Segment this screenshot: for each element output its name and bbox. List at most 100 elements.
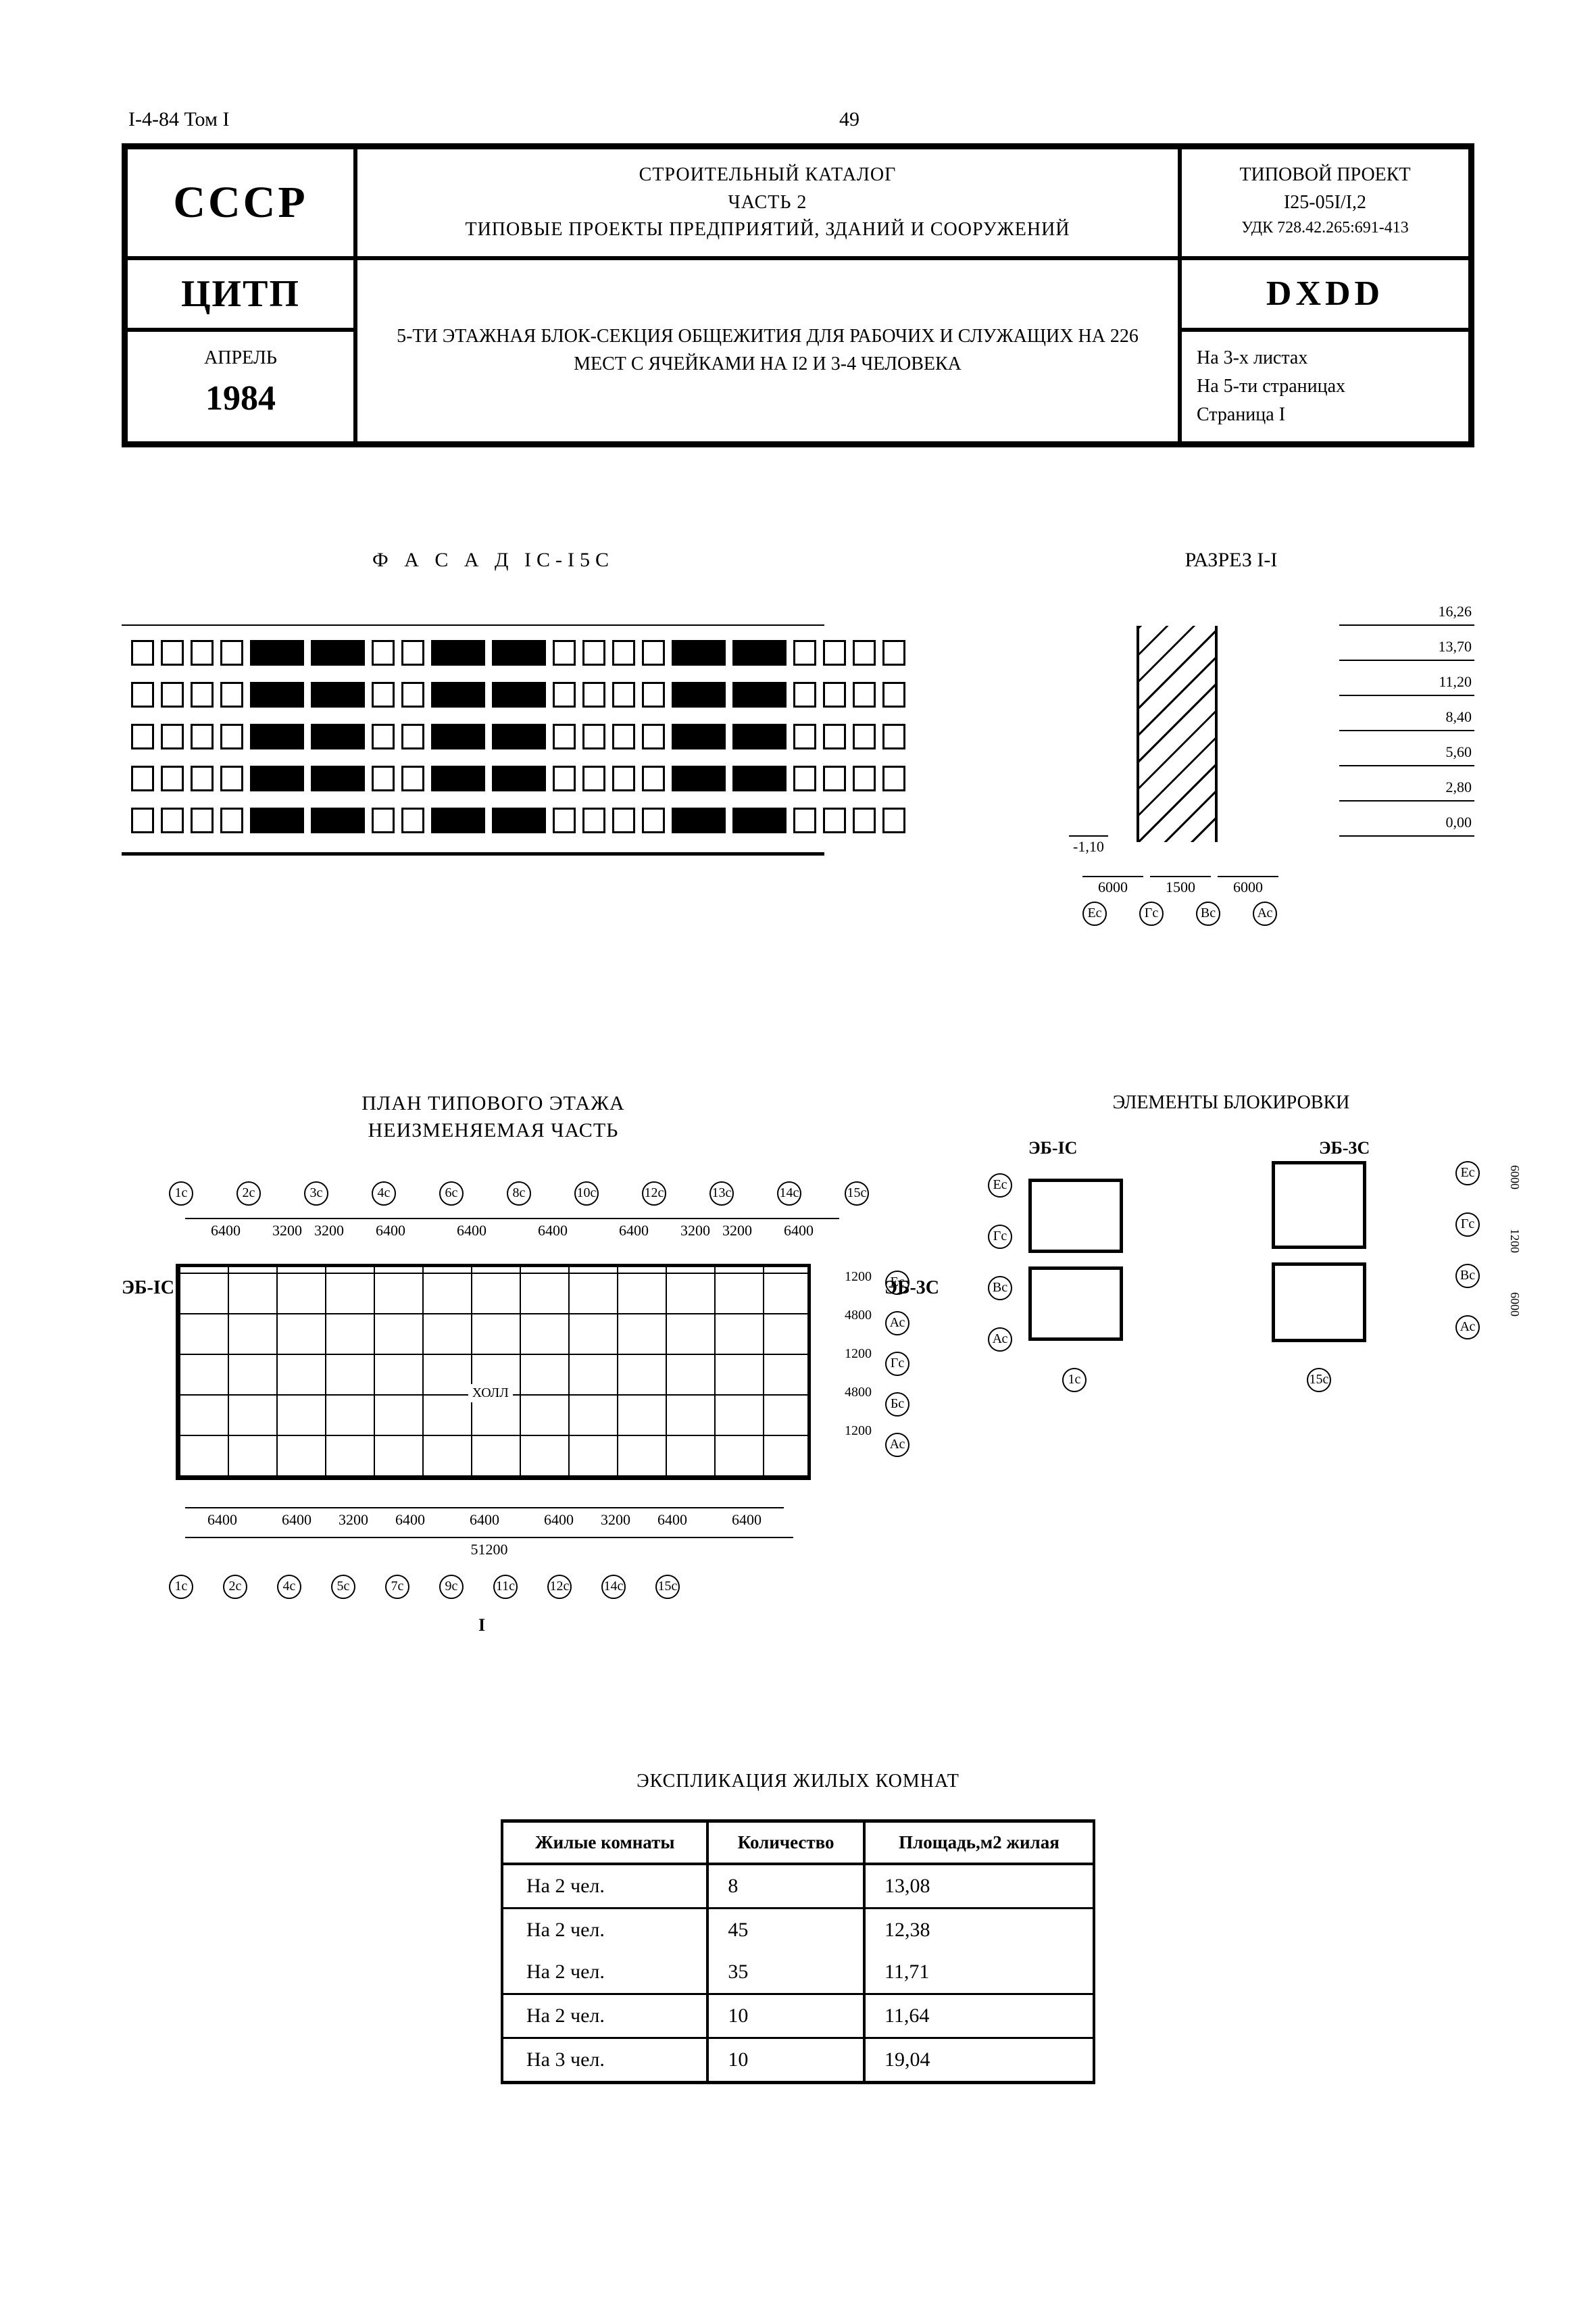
catalog-line2: ЧАСТЬ 2 xyxy=(372,189,1163,217)
section-title: РАЗРЕЗ I-I xyxy=(988,549,1474,572)
table-cell: 35 xyxy=(707,1951,864,1994)
section-dim: 1500 xyxy=(1150,876,1211,896)
facade-window-icon xyxy=(191,766,214,791)
facade-elevation xyxy=(122,599,824,856)
facade-window-icon xyxy=(191,640,214,666)
be-shape xyxy=(1272,1161,1366,1249)
drawings-row: Ф А С А Д IС-I5С РАЗРЕЗ I-I 16,2613,7011… xyxy=(122,549,1474,896)
table-cell: На 3 чел. xyxy=(502,2038,707,2082)
axis-marker: Ас xyxy=(885,1433,909,1457)
year: 1984 xyxy=(143,372,339,425)
plan-right-dims: 12004800120048001200 xyxy=(845,1269,872,1439)
facade-window-icon xyxy=(612,808,635,833)
facade-window-icon xyxy=(793,766,816,791)
cell-pages: На 3-х листах На 5-ти страницах Страница… xyxy=(1180,330,1470,443)
axis-marker: Гс xyxy=(988,1225,1012,1249)
facade-window-icon xyxy=(732,640,787,666)
table-cell: 11,71 xyxy=(864,1951,1094,1994)
plan-right-dim: 1200 xyxy=(845,1423,872,1439)
plan-dim: 3200 xyxy=(308,1218,350,1239)
section-bottom-dims: 600015006000 xyxy=(1082,876,1278,896)
blocking-left-label: ЭБ-IС xyxy=(1028,1138,1077,1158)
table-row: На 2 чел.813,08 xyxy=(502,1864,1094,1909)
project-line2: I25-05I/I,2 xyxy=(1197,189,1453,217)
cell-project: ТИПОВОЙ ПРОЕКТ I25-05I/I,2 УДК 728.42.26… xyxy=(1180,147,1470,258)
facade-window-icon xyxy=(492,724,546,749)
blocking-right-haxis: 15с xyxy=(1307,1368,1331,1392)
facade-window-icon xyxy=(131,808,154,833)
axis-marker: Ас xyxy=(1455,1315,1480,1339)
blocking-column: ЭЛЕМЕНТЫ БЛОКИРОВКИ ЭБ-IС ЭБ-3С ЕсГсВсАс… xyxy=(988,1092,1474,1656)
axis-marker: Ас xyxy=(885,1311,909,1335)
section-level: 5,60 xyxy=(1339,739,1474,766)
axis-marker: Вс xyxy=(988,1276,1012,1300)
facade-window-icon xyxy=(220,682,243,708)
section-level: 2,80 xyxy=(1339,774,1474,802)
table-row: На 2 чел.4512,38 xyxy=(502,1908,1094,1951)
facade-window-icon xyxy=(372,640,395,666)
facade-window-icon xyxy=(853,724,876,749)
facade-window-icon xyxy=(250,640,304,666)
facade-window-icon xyxy=(401,682,424,708)
section-dim: 6000 xyxy=(1218,876,1278,896)
facade-window-icon xyxy=(823,808,846,833)
axis-marker: 4с xyxy=(372,1181,396,1206)
facade-window-icon xyxy=(882,766,905,791)
pages-l2: На 5-ти страницах xyxy=(1197,372,1453,401)
facade-window-icon xyxy=(882,808,905,833)
axis-marker: 3с xyxy=(304,1181,328,1206)
facade-window-icon xyxy=(191,682,214,708)
facade-window-icon xyxy=(642,808,665,833)
cell-ussr: СССР xyxy=(126,147,355,258)
plan-dim: 3200 xyxy=(334,1507,373,1529)
facade-window-icon xyxy=(372,682,395,708)
axis-marker: Ес xyxy=(885,1271,909,1295)
facade-window-icon xyxy=(853,640,876,666)
blocking-right-dims: 600012006000 xyxy=(1507,1165,1522,1316)
facade-window-icon xyxy=(672,766,726,791)
facade-window-icon xyxy=(492,682,546,708)
axis-marker: 13с xyxy=(709,1181,734,1206)
facade-window-icon xyxy=(372,808,395,833)
axis-marker: Вс xyxy=(1455,1264,1480,1288)
blocking-left-box: ЕсГсВсАс 1с xyxy=(988,1172,1191,1395)
facade-window-icon xyxy=(431,640,485,666)
section-drawing: 16,2613,7011,208,405,602,800,00 -1,10 60… xyxy=(988,599,1474,896)
facade-window-icon xyxy=(311,808,365,833)
facade-window-icon xyxy=(582,766,605,791)
explication-section: ЭКСПЛИКАЦИЯ ЖИЛЫХ КОМНАТ Жилые комнаты К… xyxy=(122,1771,1474,2084)
section-axes: ЕсГсВсАс xyxy=(1082,902,1277,926)
facade-window-icon xyxy=(553,724,576,749)
facade-window-icon xyxy=(612,766,635,791)
month: АПРЕЛЬ xyxy=(143,344,339,372)
plan-dim: 6400 xyxy=(512,1218,593,1239)
facade-window-icon xyxy=(793,724,816,749)
plan-right-dim: 4800 xyxy=(845,1308,872,1323)
plan-dim: 6400 xyxy=(635,1507,709,1529)
facade-window-icon xyxy=(823,682,846,708)
facade-floor xyxy=(122,633,824,673)
facade-window-icon xyxy=(250,808,304,833)
plan-dims-top: 6400320032006400640064006400320032006400 xyxy=(185,1218,839,1239)
facade-window-icon xyxy=(191,808,214,833)
facade-window-icon xyxy=(672,640,726,666)
facade-column: Ф А С А Д IС-I5С xyxy=(122,549,865,896)
blocking-left: ЕсГсВсАс 1с xyxy=(988,1172,1191,1395)
facade-window-icon xyxy=(612,640,635,666)
table-row: На 2 чел.3511,71 xyxy=(502,1951,1094,1994)
facade-window-icon xyxy=(220,640,243,666)
plan-title-1: ПЛАН ТИПОВОГО ЭТАЖА xyxy=(122,1092,865,1115)
table-cell: 19,04 xyxy=(864,2038,1094,2082)
table-cell: 45 xyxy=(707,1908,864,1951)
facade-window-icon xyxy=(492,640,546,666)
plan-dim: 3200 xyxy=(266,1218,308,1239)
facade-window-icon xyxy=(401,724,424,749)
table-cell: 10 xyxy=(707,2038,864,2082)
axis-marker: 9с xyxy=(439,1575,464,1599)
axis-marker: 1с xyxy=(169,1575,193,1599)
table-cell: На 2 чел. xyxy=(502,1908,707,1951)
plan-dim: 3200 xyxy=(674,1218,716,1239)
blocking-dim: 6000 xyxy=(1507,1165,1522,1189)
drawings-row-2: ПЛАН ТИПОВОГО ЭТАЖА НЕИЗМЕНЯЕМАЯ ЧАСТЬ 1… xyxy=(122,998,1474,1656)
axis-marker: 12с xyxy=(642,1181,666,1206)
